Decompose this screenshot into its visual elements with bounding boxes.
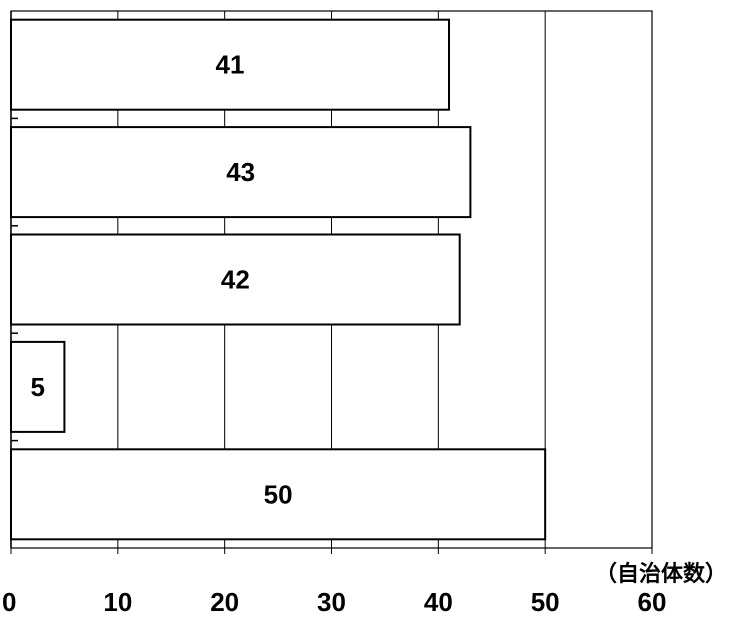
x-tick-label: 50 (531, 587, 560, 613)
x-tick-label: 40 (424, 587, 453, 613)
x-axis: 0 10 20 30 40 50 60 (2, 11, 667, 617)
bar (10, 126, 472, 219)
data-label: 50 (264, 479, 293, 509)
x-tick-label: 0 (2, 587, 16, 613)
x-axis-unit-label: （自治体数） (595, 561, 727, 586)
bar (10, 233, 461, 326)
bar (10, 448, 547, 541)
data-labels: 41 43 42 5 50 (30, 50, 292, 510)
data-label: 41 (216, 50, 245, 80)
data-label: 42 (221, 265, 250, 295)
data-label: 43 (226, 157, 255, 187)
x-tick-label: 30 (317, 587, 346, 613)
x-tick-label: 20 (210, 587, 239, 613)
bar (10, 340, 66, 433)
data-label: 5 (30, 372, 44, 402)
x-tick-label: 10 (103, 587, 132, 613)
x-tick-label: 60 (638, 587, 667, 613)
